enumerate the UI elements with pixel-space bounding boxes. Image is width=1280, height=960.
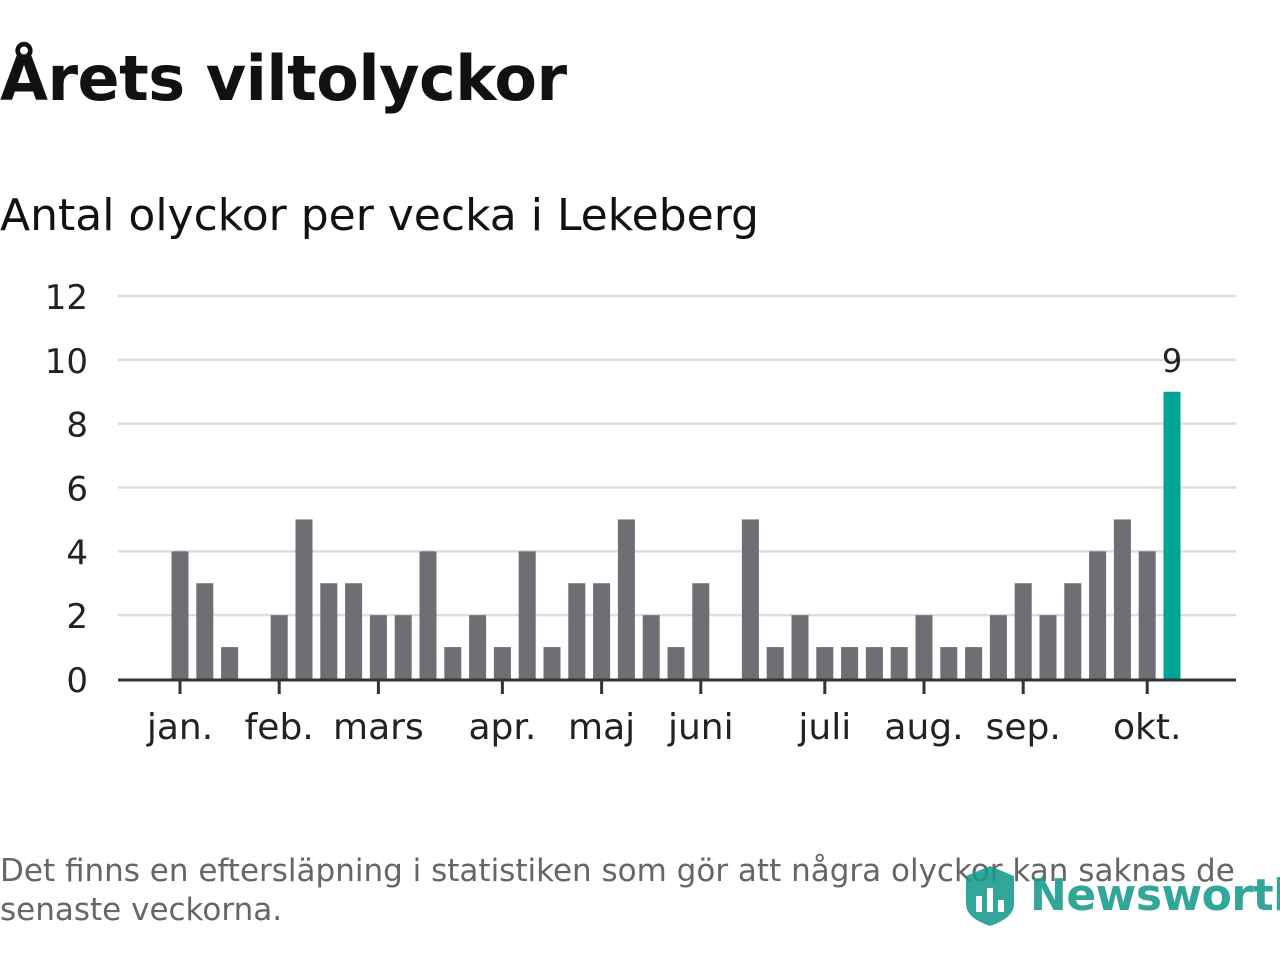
bar-highlight xyxy=(1163,391,1181,679)
bar xyxy=(518,551,536,679)
x-tick-label: jan. xyxy=(146,707,213,748)
x-tick-label: juli xyxy=(797,707,851,748)
bar-chart: 0 2 4 6 8 10 12 jan. feb. mars apr. maj juni juli aug… xyxy=(45,278,1236,748)
bar xyxy=(1113,519,1131,679)
bar xyxy=(642,615,660,679)
grid-lines xyxy=(118,294,1236,617)
bar xyxy=(940,647,958,679)
bar xyxy=(1014,583,1032,679)
x-tick-label: aug. xyxy=(884,707,963,748)
bar xyxy=(1039,615,1057,679)
bar xyxy=(270,615,288,679)
chart-title: Årets viltolyckor xyxy=(0,42,567,115)
bar xyxy=(865,647,883,679)
y-tick-label: 6 xyxy=(66,470,88,510)
chart-subtitle: Antal olyckor per vecka i Lekeberg xyxy=(0,190,759,241)
data-label: 9 xyxy=(1162,342,1182,380)
bar xyxy=(1064,583,1082,679)
footnote: Det finns en eftersläpning i statistiken… xyxy=(0,853,1235,928)
y-tick-label: 12 xyxy=(45,278,88,318)
y-tick-label: 2 xyxy=(66,597,88,637)
x-tick-label: juni xyxy=(667,707,734,748)
newsworthy-logo-icon xyxy=(966,866,1014,926)
bar xyxy=(989,615,1007,679)
bar xyxy=(1089,551,1107,679)
x-tick-label: feb. xyxy=(245,707,314,748)
y-tick-label: 0 xyxy=(66,661,88,701)
bar xyxy=(741,519,759,679)
bar xyxy=(469,615,487,679)
bar xyxy=(345,583,363,679)
x-axis: jan. feb. mars apr. maj juni juli aug. sep. okt. xyxy=(118,678,1236,748)
bar xyxy=(667,647,685,679)
y-tick-label: 4 xyxy=(66,533,88,573)
bars xyxy=(171,391,1181,679)
bar xyxy=(419,551,437,679)
bar xyxy=(1138,551,1156,679)
bar xyxy=(766,647,784,679)
bar xyxy=(196,583,214,679)
x-tick-label: mars xyxy=(333,707,424,748)
bar xyxy=(617,519,635,679)
bar xyxy=(543,647,561,679)
bar xyxy=(394,615,412,679)
bar xyxy=(593,583,611,679)
bar xyxy=(791,615,809,679)
y-tick-label: 8 xyxy=(66,406,88,446)
bar xyxy=(816,647,834,679)
bar xyxy=(493,647,511,679)
bar xyxy=(221,647,239,679)
bar xyxy=(171,551,189,679)
x-tick-label: apr. xyxy=(468,707,536,748)
bar xyxy=(841,647,859,679)
newsworthy-logo: Newsworthy xyxy=(962,862,1280,928)
bar xyxy=(692,583,710,679)
data-labels: 9 xyxy=(1162,342,1182,380)
x-tick-label: okt. xyxy=(1113,707,1181,748)
brand-name: Newsworthy xyxy=(1030,869,1280,921)
x-tick-label: maj xyxy=(568,707,635,748)
bar xyxy=(444,647,462,679)
bar xyxy=(568,583,586,679)
y-axis-ticks: 0 2 4 6 8 10 12 xyxy=(45,278,88,701)
bar xyxy=(915,615,933,679)
bar xyxy=(965,647,983,679)
bar xyxy=(890,647,908,679)
x-tick-label: sep. xyxy=(986,707,1061,748)
bar xyxy=(320,583,338,679)
bar xyxy=(295,519,313,679)
y-tick-label: 10 xyxy=(45,342,88,382)
bar xyxy=(369,615,387,679)
